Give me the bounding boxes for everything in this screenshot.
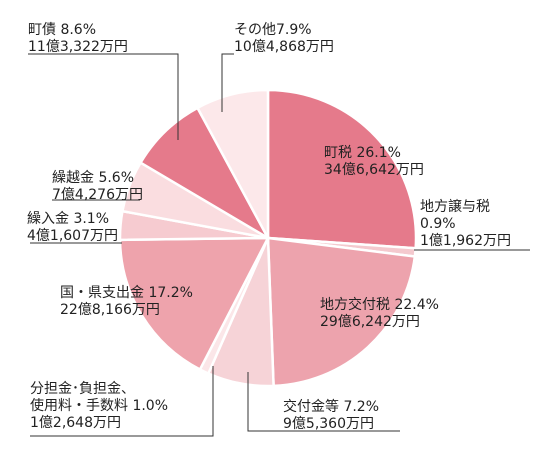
leader-line-chousai	[28, 53, 179, 140]
pie-slice-chozei	[266, 88, 418, 250]
pie-slice-kokukenshishutsukin	[118, 236, 270, 371]
pie-slice-sonota	[196, 88, 270, 240]
label-kurikoshikin: 繰越金 5.6% 7億4,276万円	[52, 170, 143, 203]
label-chozei: 町税 26.1% 34億6,642万円	[324, 145, 424, 178]
label-buntankin: 分担金･負担金、 使用料・手数料 1.0% 1億2,648万円	[30, 381, 169, 431]
label-sonota: その他7.9% 10億4,868万円	[234, 22, 334, 55]
leader-line-buntankin	[30, 366, 214, 437]
label-chousai: 町債 8.6% 11億3,322万円	[28, 22, 128, 55]
label-koufukinto: 交付金等 7.2% 9億5,360万円	[283, 399, 380, 432]
leader-line-sonota	[221, 53, 234, 112]
pie-slice-chihoukoufuzei	[266, 236, 417, 388]
label-kuriirekin: 繰入金 3.1% 4億1,607万円	[27, 211, 118, 244]
label-chihoujouyozei: 地方譲与税 0.9% 1億1,962万円	[420, 199, 511, 249]
label-kokukenshishutsukin: 国・県支出金 17.2% 22億8,166万円	[60, 285, 193, 318]
leader-line-koufukinto	[247, 372, 400, 432]
label-chihoukoufuzei: 地方交付税 22.4% 29億6,242万円	[320, 297, 439, 330]
